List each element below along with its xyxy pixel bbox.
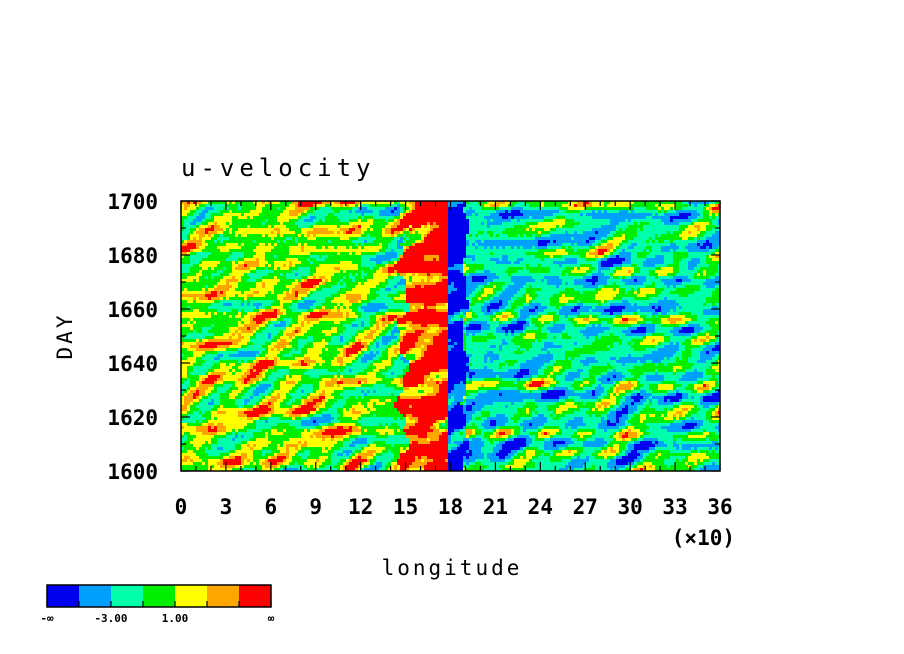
x-tick-label: 18 (438, 495, 463, 519)
colorbar-label: -∞ (40, 612, 54, 625)
colorbar-label: 1.00 (162, 612, 189, 625)
y-tick-label: 1620 (107, 406, 158, 430)
x-axis-label: longitude (382, 556, 523, 580)
x-tick-label: 6 (265, 495, 278, 519)
x-tick-label: 15 (393, 495, 418, 519)
x-axis-multiplier: (×10) (672, 526, 735, 550)
y-tick-label: 1600 (107, 460, 158, 484)
colorbar-swatch (239, 585, 271, 607)
y-tick-label: 1660 (107, 298, 158, 322)
x-tick-label: 21 (483, 495, 508, 519)
colorbar-swatch (143, 585, 175, 607)
y-tick-label: 1680 (107, 244, 158, 268)
heatmap-field (181, 201, 721, 471)
x-tick-label: 9 (309, 495, 322, 519)
colorbar-swatch (207, 585, 239, 607)
x-tick-label: 3 (220, 495, 233, 519)
colorbar: -∞ -3.00 1.00 ∞ (40, 585, 274, 625)
x-tick-label: 36 (707, 495, 732, 519)
x-tick-label: 24 (528, 495, 553, 519)
y-tick-label: 1640 (107, 352, 158, 376)
x-tick-label: 0 (175, 495, 188, 519)
y-tick-label: 1700 (107, 190, 158, 214)
chart-title: u-velocity (181, 154, 376, 182)
x-tick-label: 27 (573, 495, 598, 519)
x-tick-label: 30 (618, 495, 643, 519)
y-axis-label: DAY (53, 313, 77, 360)
x-tick-label: 33 (662, 495, 687, 519)
colorbar-swatch (111, 585, 143, 607)
colorbar-label: -3.00 (94, 612, 127, 625)
colorbar-label: ∞ (268, 612, 275, 625)
x-tick-label: 12 (348, 495, 373, 519)
colorbar-swatch (175, 585, 207, 607)
colorbar-swatch (47, 585, 79, 607)
colorbar-swatch (79, 585, 111, 607)
